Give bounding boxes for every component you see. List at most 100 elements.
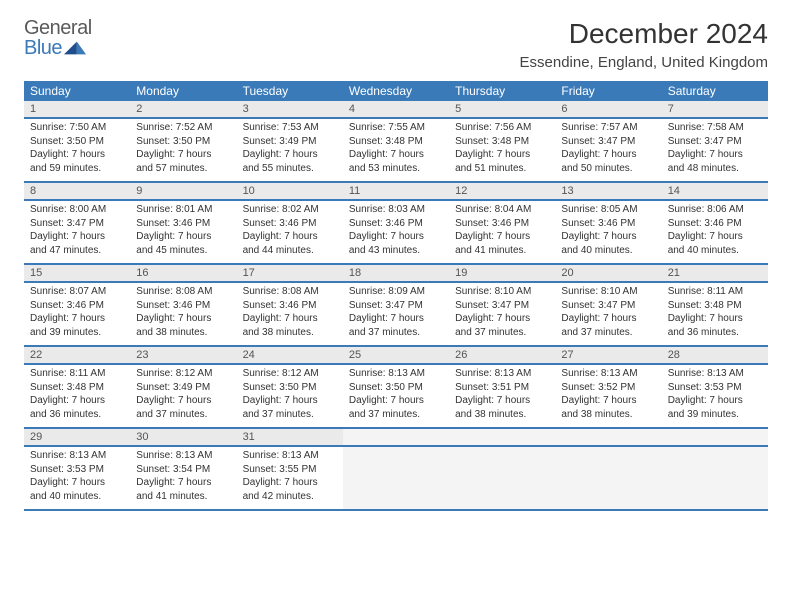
day-detail: Sunrise: 7:57 AMSunset: 3:47 PMDaylight:…	[555, 119, 661, 181]
day-detail-cell: Sunrise: 8:06 AMSunset: 3:46 PMDaylight:…	[662, 200, 768, 264]
day-number-cell: 11	[343, 182, 449, 200]
detail-line: and 57 minutes.	[136, 162, 230, 176]
day-detail: Sunrise: 8:06 AMSunset: 3:46 PMDaylight:…	[662, 201, 768, 263]
day-number: 17	[237, 265, 343, 281]
day-detail-cell: Sunrise: 8:00 AMSunset: 3:47 PMDaylight:…	[24, 200, 130, 264]
day-number-cell	[343, 428, 449, 446]
daynum-row: 293031	[24, 428, 768, 446]
day-number-cell: 13	[555, 182, 661, 200]
day-detail-cell	[555, 446, 661, 510]
detail-line: Sunset: 3:46 PM	[668, 217, 762, 231]
detail-line: Daylight: 7 hours	[668, 312, 762, 326]
detail-line: Daylight: 7 hours	[243, 476, 337, 490]
day-detail-cell	[449, 446, 555, 510]
weekday-header: Monday	[130, 81, 236, 101]
day-number: 28	[662, 347, 768, 363]
day-number-cell: 31	[237, 428, 343, 446]
day-number: 30	[130, 429, 236, 445]
daynum-row: 891011121314	[24, 182, 768, 200]
detail-line: Sunset: 3:46 PM	[136, 217, 230, 231]
detail-line: and 47 minutes.	[30, 244, 124, 258]
day-detail: Sunrise: 8:08 AMSunset: 3:46 PMDaylight:…	[237, 283, 343, 345]
day-number: 10	[237, 183, 343, 199]
detail-line: and 36 minutes.	[668, 326, 762, 340]
detail-line: Daylight: 7 hours	[243, 394, 337, 408]
detail-line: and 41 minutes.	[136, 490, 230, 504]
day-detail-cell	[662, 446, 768, 510]
day-number: 23	[130, 347, 236, 363]
day-number-cell: 10	[237, 182, 343, 200]
detail-line: Sunset: 3:51 PM	[455, 381, 549, 395]
detail-line: Daylight: 7 hours	[30, 394, 124, 408]
day-detail-cell: Sunrise: 7:55 AMSunset: 3:48 PMDaylight:…	[343, 118, 449, 182]
triangle-icon	[64, 41, 86, 55]
day-detail: Sunrise: 7:53 AMSunset: 3:49 PMDaylight:…	[237, 119, 343, 181]
day-number-cell: 8	[24, 182, 130, 200]
detail-line: Sunrise: 8:08 AM	[243, 285, 337, 299]
weekday-header: Friday	[555, 81, 661, 101]
detail-line: Daylight: 7 hours	[668, 148, 762, 162]
detail-line: Daylight: 7 hours	[349, 230, 443, 244]
weekday-header-row: SundayMondayTuesdayWednesdayThursdayFrid…	[24, 81, 768, 101]
weekday-header: Saturday	[662, 81, 768, 101]
day-number-cell: 4	[343, 101, 449, 118]
detail-line: Sunset: 3:50 PM	[349, 381, 443, 395]
day-detail: Sunrise: 8:13 AMSunset: 3:53 PMDaylight:…	[24, 447, 130, 509]
detail-line: Sunset: 3:49 PM	[243, 135, 337, 149]
day-detail: Sunrise: 8:10 AMSunset: 3:47 PMDaylight:…	[555, 283, 661, 345]
day-number: 16	[130, 265, 236, 281]
day-number: 21	[662, 265, 768, 281]
brand-logo: General Blue	[24, 18, 92, 58]
logo-word-blue: Blue	[24, 38, 62, 58]
day-detail-cell: Sunrise: 8:11 AMSunset: 3:48 PMDaylight:…	[24, 364, 130, 428]
detail-line: Sunrise: 8:09 AM	[349, 285, 443, 299]
day-detail-cell: Sunrise: 8:10 AMSunset: 3:47 PMDaylight:…	[555, 282, 661, 346]
detail-line: Sunrise: 7:53 AM	[243, 121, 337, 135]
detail-line: and 51 minutes.	[455, 162, 549, 176]
day-number: 1	[24, 101, 130, 117]
day-detail-cell: Sunrise: 8:02 AMSunset: 3:46 PMDaylight:…	[237, 200, 343, 264]
detail-line: Daylight: 7 hours	[243, 230, 337, 244]
day-detail-cell: Sunrise: 8:04 AMSunset: 3:46 PMDaylight:…	[449, 200, 555, 264]
detail-line: Sunrise: 8:04 AM	[455, 203, 549, 217]
day-number: 12	[449, 183, 555, 199]
day-detail-cell: Sunrise: 7:56 AMSunset: 3:48 PMDaylight:…	[449, 118, 555, 182]
day-detail: Sunrise: 8:09 AMSunset: 3:47 PMDaylight:…	[343, 283, 449, 345]
detail-line: Daylight: 7 hours	[30, 476, 124, 490]
day-number: 3	[237, 101, 343, 117]
detail-line: Daylight: 7 hours	[30, 148, 124, 162]
detail-line: Sunset: 3:53 PM	[30, 463, 124, 477]
day-number-cell: 15	[24, 264, 130, 282]
weekday-header: Tuesday	[237, 81, 343, 101]
day-detail: Sunrise: 8:13 AMSunset: 3:53 PMDaylight:…	[662, 365, 768, 427]
detail-line: Sunset: 3:48 PM	[668, 299, 762, 313]
day-number: 15	[24, 265, 130, 281]
detail-line: Sunrise: 8:10 AM	[455, 285, 549, 299]
detail-line: Sunrise: 8:13 AM	[455, 367, 549, 381]
detail-line: Daylight: 7 hours	[243, 148, 337, 162]
day-number: 20	[555, 265, 661, 281]
detail-line: Daylight: 7 hours	[243, 312, 337, 326]
detail-line: Sunset: 3:48 PM	[455, 135, 549, 149]
day-detail-cell: Sunrise: 8:12 AMSunset: 3:49 PMDaylight:…	[130, 364, 236, 428]
detail-line: Daylight: 7 hours	[455, 148, 549, 162]
day-detail-cell: Sunrise: 8:01 AMSunset: 3:46 PMDaylight:…	[130, 200, 236, 264]
day-detail: Sunrise: 7:52 AMSunset: 3:50 PMDaylight:…	[130, 119, 236, 181]
detail-line: Sunrise: 8:13 AM	[349, 367, 443, 381]
detail-line: Sunset: 3:46 PM	[561, 217, 655, 231]
detail-line: and 44 minutes.	[243, 244, 337, 258]
day-number-cell: 21	[662, 264, 768, 282]
detail-line: and 37 minutes.	[455, 326, 549, 340]
day-number: 11	[343, 183, 449, 199]
detail-line: Daylight: 7 hours	[455, 312, 549, 326]
day-number-cell: 25	[343, 346, 449, 364]
day-detail: Sunrise: 8:03 AMSunset: 3:46 PMDaylight:…	[343, 201, 449, 263]
detail-line: Sunset: 3:53 PM	[668, 381, 762, 395]
calendar-page: General Blue December 2024 Essendine, En…	[0, 0, 792, 529]
day-number-cell: 30	[130, 428, 236, 446]
day-detail-cell	[343, 446, 449, 510]
detail-line: and 37 minutes.	[243, 408, 337, 422]
detail-line: and 48 minutes.	[668, 162, 762, 176]
day-number-cell: 20	[555, 264, 661, 282]
day-detail-cell: Sunrise: 8:13 AMSunset: 3:53 PMDaylight:…	[24, 446, 130, 510]
